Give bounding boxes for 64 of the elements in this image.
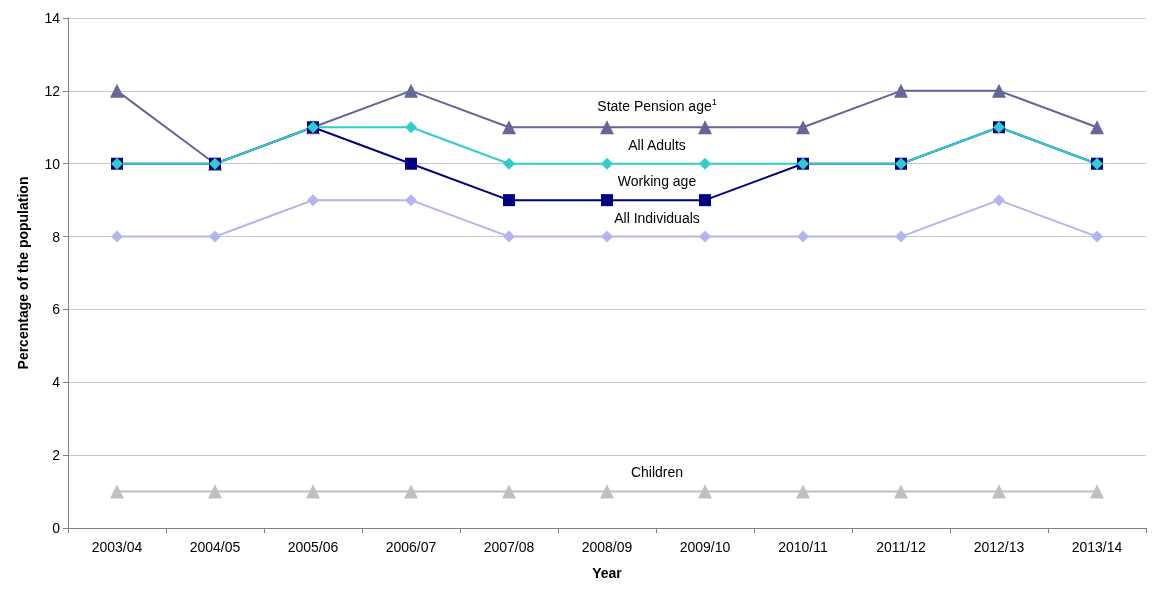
point — [405, 157, 417, 170]
point — [797, 230, 809, 243]
point — [992, 484, 1006, 499]
point — [1090, 484, 1104, 499]
point — [992, 83, 1006, 98]
point — [208, 484, 222, 499]
point — [600, 484, 614, 499]
point — [503, 230, 515, 243]
y-axis-title: Percentage of the population — [15, 176, 31, 370]
point — [502, 120, 516, 135]
series-label: Children — [630, 463, 684, 480]
x-tick-label: 2008/09 — [581, 539, 633, 555]
x-tick-label: 2009/10 — [679, 539, 731, 555]
y-tick-label: 14 — [44, 10, 61, 26]
x-tick-label: 2013/14 — [1071, 539, 1123, 555]
point — [405, 194, 417, 207]
point — [699, 194, 711, 207]
y-tick-label: 2 — [52, 447, 61, 464]
series-label: All Individuals — [614, 209, 700, 226]
y-tick-label: 8 — [52, 228, 61, 245]
point — [894, 484, 908, 499]
point — [699, 157, 711, 170]
point — [601, 230, 613, 243]
y-tick-label: 4 — [52, 374, 61, 391]
series-label: Working age — [617, 173, 697, 190]
point — [111, 230, 123, 243]
y-tick-label: 10 — [44, 155, 61, 172]
point — [698, 120, 712, 135]
y-tick-label: 0 — [52, 520, 61, 536]
point — [600, 120, 614, 135]
point — [404, 484, 418, 499]
point — [502, 484, 516, 499]
point — [601, 157, 613, 170]
x-tick-label: 2007/08 — [483, 539, 535, 555]
point — [796, 484, 810, 499]
point — [698, 484, 712, 499]
point — [503, 194, 515, 207]
point — [1090, 120, 1104, 135]
point — [894, 83, 908, 98]
point — [993, 194, 1005, 207]
series-label: All Adults — [628, 136, 686, 153]
point — [895, 230, 907, 243]
point — [307, 194, 319, 207]
point — [306, 484, 320, 499]
point — [110, 484, 124, 499]
point — [209, 230, 221, 243]
y-tick-label: 6 — [52, 301, 61, 318]
point — [110, 83, 124, 98]
x-tick-label: 2006/07 — [385, 539, 437, 555]
point — [699, 230, 711, 243]
point — [503, 157, 515, 170]
point — [1091, 230, 1103, 243]
x-tick-label: 2010/11 — [778, 539, 828, 555]
y-tick-label: 12 — [44, 82, 61, 99]
x-tick-label: 2004/05 — [189, 539, 241, 555]
x-tick-label: 2012/13 — [973, 539, 1025, 555]
point — [404, 83, 418, 98]
x-tick-label: 2011/12 — [876, 539, 926, 555]
x-axis-title: Year — [592, 565, 623, 581]
point — [405, 121, 417, 134]
x-tick-label: 2003/04 — [91, 539, 143, 555]
point — [796, 120, 810, 135]
point — [601, 194, 613, 207]
x-tick-label: 2005/06 — [287, 539, 339, 555]
